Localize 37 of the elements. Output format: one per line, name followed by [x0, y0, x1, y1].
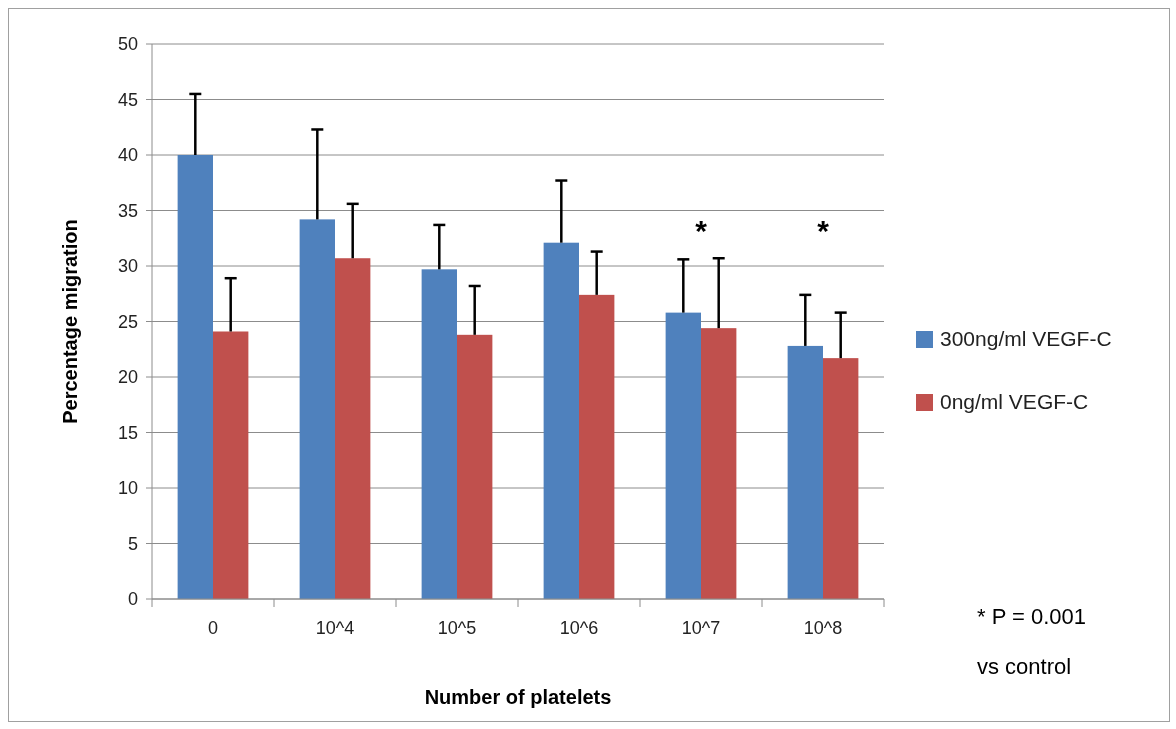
bar	[421, 269, 457, 599]
text: * P = 0.001	[977, 604, 1087, 629]
x-tick-label: 10^5	[437, 618, 477, 638]
legend-label: 300ng/ml VEGF-C	[940, 327, 1112, 351]
x-tick-label: 10^8	[803, 618, 843, 638]
x-tick-label: 10^4	[315, 618, 355, 638]
bar	[543, 242, 579, 599]
x-tick-label: 10^7	[681, 618, 721, 638]
y-tick-label: 40	[117, 145, 138, 166]
bar	[335, 258, 371, 599]
bar	[579, 294, 615, 599]
legend-label: 0ng/ml VEGF-C	[940, 390, 1089, 414]
y-tick-label: 35	[117, 200, 138, 221]
text: vs control	[977, 654, 1072, 679]
bar	[823, 358, 859, 599]
x-tick-label: 10^6	[559, 618, 599, 638]
bar	[299, 219, 335, 599]
annotation: *	[817, 214, 830, 247]
y-tick-label: 50	[117, 34, 138, 55]
y-axis-title: Percentage migration	[59, 219, 81, 424]
y-tick-label: 30	[117, 256, 138, 277]
y-tick-label: 45	[117, 89, 138, 110]
y-tick-label: 0	[127, 589, 138, 610]
y-tick-label: 5	[127, 533, 138, 554]
y-tick-label: 15	[117, 422, 138, 443]
bar	[213, 331, 249, 599]
bar	[787, 345, 823, 599]
annotation: *	[695, 214, 708, 247]
x-tick-label: 0	[207, 618, 219, 638]
x-axis-title: Number of platelets	[424, 686, 612, 708]
bar	[457, 334, 493, 599]
bar	[177, 155, 213, 599]
y-tick-label: 25	[117, 311, 138, 332]
bar	[701, 328, 737, 599]
y-tick-label: 10	[117, 478, 138, 499]
y-tick-label: 20	[117, 367, 138, 388]
bar	[665, 312, 701, 599]
